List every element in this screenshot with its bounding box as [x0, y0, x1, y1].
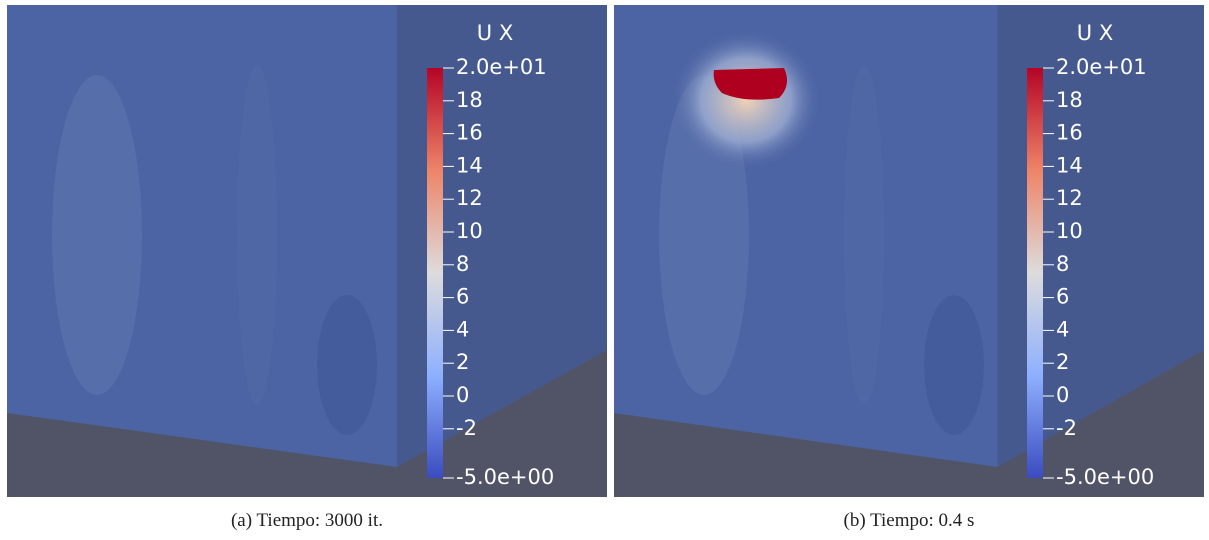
flow-streak	[237, 65, 277, 405]
tick-label: 18	[456, 88, 483, 112]
caption: (a) Tiempo: 3000 it.	[231, 510, 383, 531]
color-bar	[427, 68, 443, 478]
hot-spot	[713, 68, 788, 100]
flow-streak	[52, 75, 142, 395]
flow-streak	[924, 295, 984, 435]
tick-label: 8	[1056, 252, 1069, 276]
flow-streak	[844, 65, 884, 405]
tick-label: 6	[456, 285, 469, 309]
colorbar-title: U X	[1077, 21, 1113, 45]
tick-label: 8	[456, 252, 469, 276]
floor	[614, 350, 1204, 497]
tick-label: 12	[1056, 186, 1083, 210]
tick-label: 16	[456, 121, 483, 145]
tick-label: 2.0e+01	[1056, 55, 1147, 79]
tick-label: 14	[456, 153, 483, 177]
tick-label: -2	[456, 416, 477, 440]
color-bar	[1027, 68, 1043, 478]
tick-label: -2	[1056, 416, 1077, 440]
front-face	[7, 5, 397, 467]
caption: (b) Tiempo: 0.4 s	[844, 510, 975, 531]
side-face	[997, 5, 1204, 467]
tick-label: 0	[456, 383, 469, 407]
render-panel: U X 2.0e+01 18 16 14 12 10 8 6 4 2 0 -2 -5.0e+00	[7, 5, 607, 497]
tick-label: 12	[456, 186, 483, 210]
tick-label: 4	[1056, 317, 1069, 341]
tick-label: 2	[1056, 350, 1069, 374]
hot-halo	[671, 30, 821, 170]
tick-label: 0	[1056, 383, 1069, 407]
tick-label: -5.0e+00	[1056, 465, 1154, 489]
flow-streak	[317, 295, 377, 435]
tick-label: -5.0e+00	[456, 465, 554, 489]
colorbar-title: U X	[477, 21, 513, 45]
tick-label: 10	[456, 219, 483, 243]
tick-label: 16	[1056, 121, 1083, 145]
tick-label: 18	[1056, 88, 1083, 112]
side-face	[397, 5, 607, 467]
tick-label: 4	[456, 317, 469, 341]
tick-label: 2.0e+01	[456, 55, 547, 79]
render-panel: U X 2.0e+01 18 16 14 12 10 8 6 4 2 0 -2 -5.0e+00	[614, 5, 1204, 497]
tick-label: 10	[1056, 219, 1083, 243]
tick-label: 2	[456, 350, 469, 374]
tick-label: 6	[1056, 285, 1069, 309]
tick-label: 14	[1056, 153, 1083, 177]
floor	[7, 350, 607, 497]
